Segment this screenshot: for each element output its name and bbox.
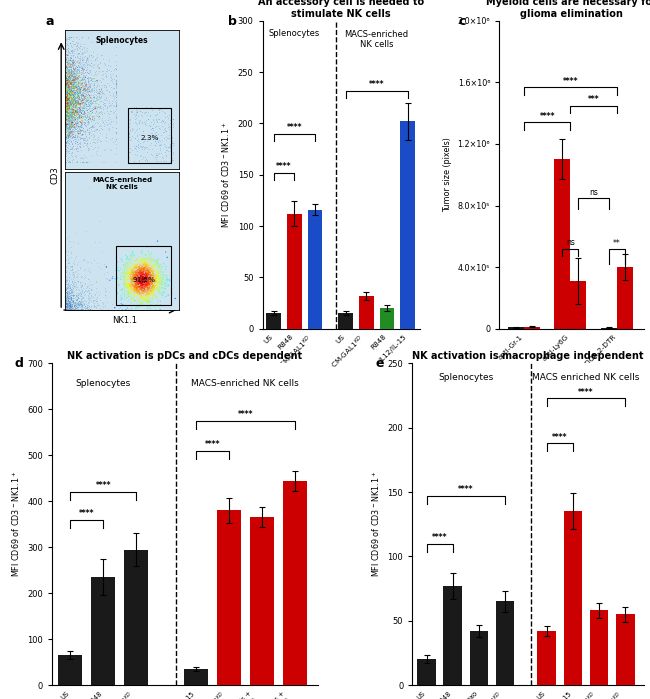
Y-axis label: MFI CD69 of CD3$^-$NK1.1$^+$: MFI CD69 of CD3$^-$NK1.1$^+$ — [10, 471, 21, 577]
Text: Splenocytes: Splenocytes — [268, 29, 320, 38]
Text: Splenocytes: Splenocytes — [75, 379, 131, 387]
Text: ****: **** — [432, 533, 447, 542]
Y-axis label: Tumor size (pixels): Tumor size (pixels) — [443, 137, 452, 212]
Bar — [184, 669, 207, 685]
Bar — [443, 586, 462, 685]
Bar — [469, 631, 488, 685]
Bar — [564, 512, 582, 685]
Text: ***: *** — [588, 95, 599, 104]
Title: Myeloid cells are necessary for
glioma elimination: Myeloid cells are necessary for glioma e… — [486, 0, 650, 19]
Bar — [554, 159, 570, 329]
Text: ****: **** — [205, 440, 220, 449]
Text: ****: **** — [578, 388, 594, 396]
Text: ****: **** — [369, 80, 384, 89]
Text: MACS-enriched
NK cells: MACS-enriched NK cells — [344, 30, 409, 49]
Text: c: c — [459, 15, 466, 28]
Bar — [217, 510, 240, 685]
Bar — [508, 327, 524, 329]
Bar — [400, 122, 415, 329]
Text: ****: **** — [96, 482, 111, 491]
Title: An accessory cell is needed to
stimulate NK cells: An accessory cell is needed to stimulate… — [258, 0, 424, 19]
Text: MACS enriched NK cells: MACS enriched NK cells — [532, 373, 640, 382]
Text: a: a — [46, 15, 54, 28]
Title: NK activation is macrophage independent: NK activation is macrophage independent — [412, 352, 644, 361]
Text: ****: **** — [458, 485, 474, 494]
Bar — [339, 313, 353, 329]
Text: ****: **** — [552, 433, 567, 442]
Text: d: d — [15, 357, 23, 370]
Y-axis label: MFI CD69 of CD3$^-$NK1.1$^+$: MFI CD69 of CD3$^-$NK1.1$^+$ — [220, 122, 232, 228]
Bar — [287, 214, 302, 329]
Bar — [617, 267, 632, 329]
Bar — [496, 601, 514, 685]
Bar — [538, 631, 556, 685]
Bar — [91, 577, 115, 685]
Bar — [590, 610, 608, 685]
Text: ****: **** — [562, 77, 578, 85]
Y-axis label: MFI CD69 of CD3$^-$NK1.1$^+$: MFI CD69 of CD3$^-$NK1.1$^+$ — [370, 471, 382, 577]
Text: CD3: CD3 — [50, 166, 59, 184]
Text: ****: **** — [237, 410, 253, 419]
Bar — [124, 549, 148, 685]
Text: **: ** — [613, 239, 621, 248]
Bar — [417, 659, 436, 685]
Text: ****: **** — [287, 123, 302, 132]
Title: NK activation is pDCs and cDCs dependent: NK activation is pDCs and cDCs dependent — [68, 352, 302, 361]
Bar — [266, 313, 281, 329]
Bar — [570, 281, 586, 329]
Bar — [250, 517, 274, 685]
Bar — [616, 614, 634, 685]
Bar — [307, 210, 322, 329]
Bar — [58, 655, 82, 685]
Text: ****: **** — [79, 509, 94, 518]
Bar — [359, 296, 374, 329]
Bar — [524, 326, 540, 329]
Text: ns: ns — [589, 188, 598, 197]
Bar — [283, 481, 307, 685]
Text: ****: **** — [540, 112, 555, 121]
Text: ns: ns — [566, 238, 575, 247]
Text: MACS-enriched NK cells: MACS-enriched NK cells — [191, 379, 299, 387]
Text: e: e — [375, 357, 383, 370]
Bar — [380, 308, 395, 329]
Text: Splenocytes: Splenocytes — [438, 373, 493, 382]
Text: NK1.1: NK1.1 — [112, 317, 136, 326]
Text: ****: **** — [276, 162, 292, 171]
Text: b: b — [228, 15, 237, 28]
Bar — [601, 328, 617, 329]
